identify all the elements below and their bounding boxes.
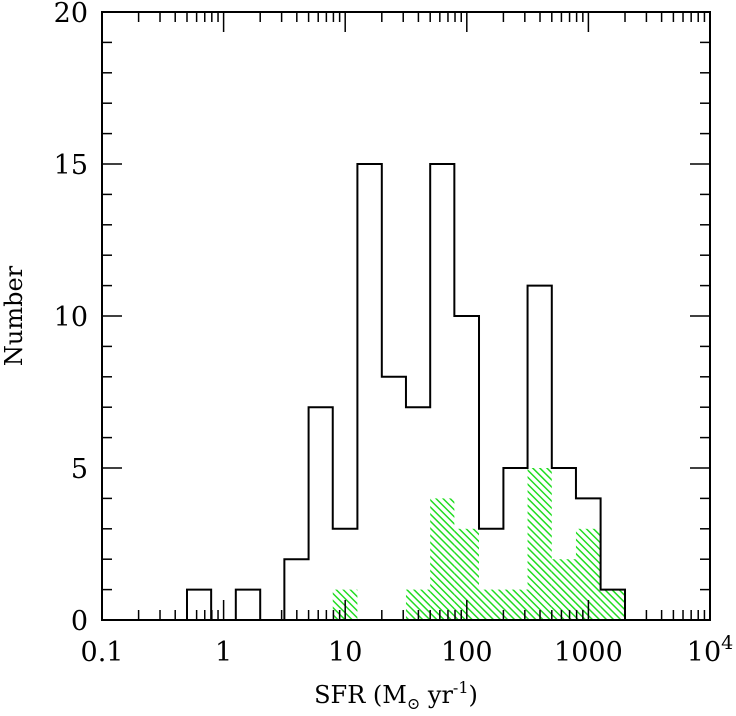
x-tick-label: 100 — [441, 637, 493, 668]
axis-ticks — [101, 11, 711, 621]
y-axis-label: Number — [0, 265, 28, 366]
outline-histogram — [185, 163, 627, 621]
hatched-bar-9 — [600, 589, 626, 620]
x-tick-label: 10 — [328, 637, 362, 668]
hatched-histogram — [332, 468, 626, 620]
x-tick-label: 0.1 — [81, 637, 124, 668]
y-tick-label: 0 — [71, 606, 88, 637]
y-tick-label: 10 — [54, 302, 88, 333]
y-tick-label: 20 — [54, 0, 88, 29]
y-tick-label: 15 — [54, 150, 88, 181]
y-tick-label: 5 — [71, 454, 88, 485]
hatched-bar-4 — [479, 589, 504, 620]
x-tick-label: 1 — [215, 637, 232, 668]
x-tick-label: 104 — [687, 632, 733, 668]
plot-frame — [101, 11, 711, 621]
hatched-bar-2 — [430, 498, 455, 620]
x-tick-labels: 0.1 1 10 100 1000 104 — [81, 632, 734, 668]
x-tick-label: 1000 — [554, 637, 623, 668]
hatched-bar-5 — [503, 589, 528, 620]
y-tick-labels: 0 5 10 15 20 — [54, 0, 88, 637]
hatched-bar-7 — [551, 559, 576, 620]
x-axis-label: SFR (M⊙ yr-1) — [314, 678, 478, 713]
hatched-bar-6 — [527, 468, 552, 620]
